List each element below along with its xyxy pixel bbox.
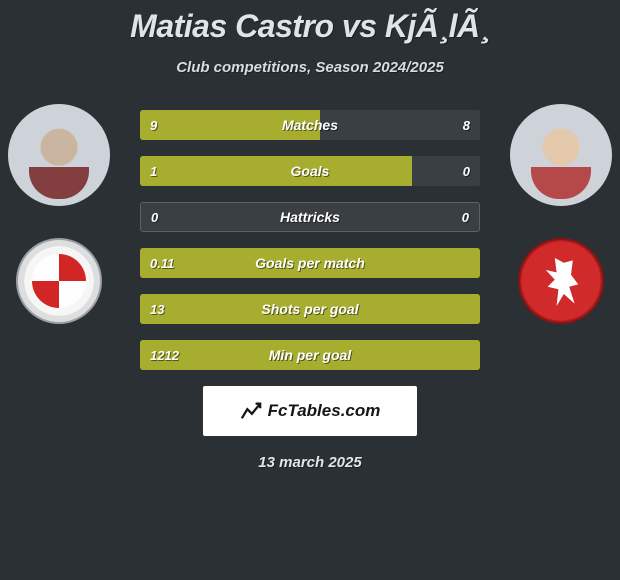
date-label: 13 march 2025: [0, 454, 620, 471]
stat-fill-right: [412, 156, 480, 186]
stat-row: 10Goals: [140, 156, 480, 186]
stat-fill-left: [140, 294, 480, 324]
player-right-avatar: [510, 104, 612, 206]
stat-bars: 98Matches 10Goals 0 0Hattricks 0.11Goals per…: [140, 104, 480, 370]
stat-label: Hattricks: [141, 203, 479, 231]
stat-fill-left: [140, 248, 480, 278]
club-right-badge: [518, 238, 604, 324]
stat-value-right: 0: [462, 203, 469, 231]
stat-fill-left: [140, 156, 412, 186]
chart-icon: [240, 400, 262, 422]
stat-row: 0.11Goals per match: [140, 248, 480, 278]
comparison-area: 98Matches 10Goals 0 0Hattricks 0.11Goals per…: [0, 104, 620, 370]
club-left-badge: [16, 238, 102, 324]
stat-fill-left: [140, 340, 480, 370]
stat-row: 13Shots per goal: [140, 294, 480, 324]
brand-label: FcTables.com: [268, 401, 381, 421]
page-title: Matias Castro vs KjÃ¸lÃ¸: [0, 0, 620, 45]
stat-row: 0 0Hattricks: [140, 202, 480, 232]
stat-row: 1212Min per goal: [140, 340, 480, 370]
stat-row: 98Matches: [140, 110, 480, 140]
brand-badge[interactable]: FcTables.com: [203, 386, 417, 436]
player-left-avatar: [8, 104, 110, 206]
stat-value-left: 0: [151, 203, 158, 231]
stat-fill-left: [140, 110, 320, 140]
subtitle: Club competitions, Season 2024/2025: [0, 59, 620, 76]
stat-fill-right: [320, 110, 480, 140]
